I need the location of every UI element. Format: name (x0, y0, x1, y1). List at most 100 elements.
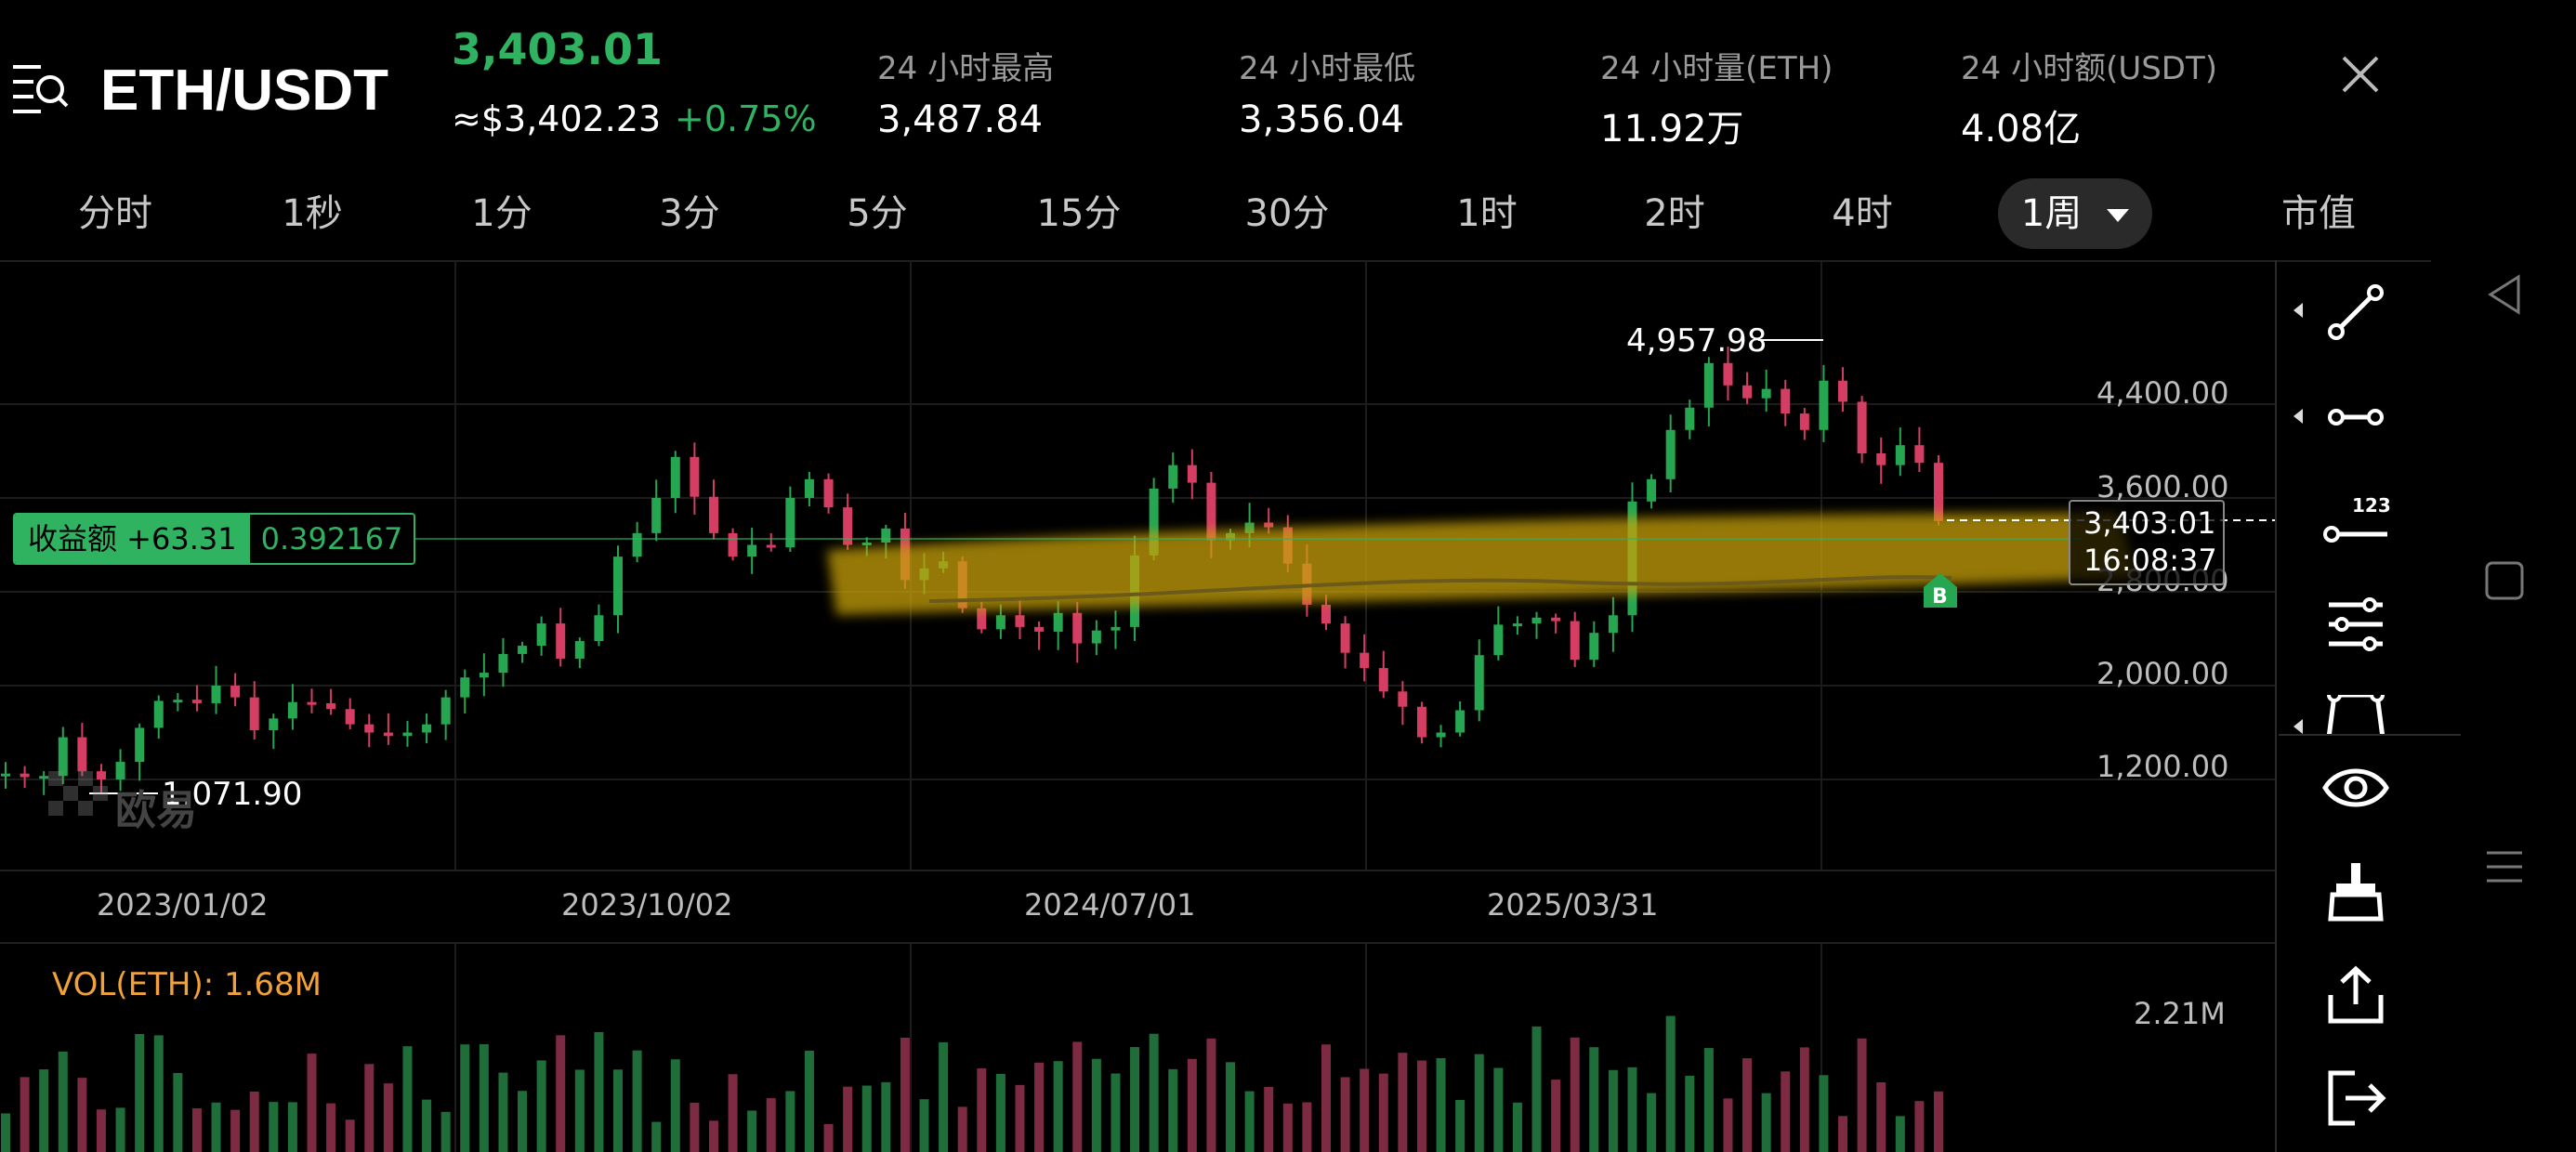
last-price: 3,403.01 (452, 24, 663, 74)
chart-grid (0, 262, 2275, 870)
volume-bar (1627, 1067, 1637, 1152)
tab-2h[interactable]: 2时 (1644, 192, 1705, 235)
current-price-value: 3,403.01 (2083, 505, 2216, 541)
tool-expand-icon-2[interactable] (2293, 409, 2303, 424)
tab-market-cap[interactable]: 市值 (2281, 192, 2356, 235)
eye-icon[interactable] (2314, 751, 2398, 825)
volume-bar (1781, 1071, 1791, 1152)
volume-bar (364, 1064, 375, 1152)
tab-4h[interactable]: 4时 (1832, 192, 1893, 235)
candle-body (1647, 478, 1657, 502)
path-tool-icon[interactable] (2314, 695, 2398, 734)
volume-bar (1761, 1093, 1771, 1152)
volume-bar (1302, 1102, 1312, 1152)
x-tick-2023-10: 2023/10/02 (561, 887, 733, 923)
volume-bar (307, 1054, 317, 1152)
tab-1s[interactable]: 1秒 (282, 192, 343, 235)
tab-1h[interactable]: 1时 (1456, 192, 1518, 235)
price-change: +0.75% (675, 98, 817, 139)
candle-body (383, 732, 393, 737)
candle-body (326, 702, 336, 710)
usd-price: ≈$3,402.23 (452, 98, 662, 139)
tab-5m[interactable]: 5分 (847, 192, 908, 235)
tab-30m[interactable]: 30分 (1244, 192, 1330, 235)
candle-body (1378, 668, 1388, 692)
recents-icon[interactable] (2472, 834, 2537, 899)
y-tick-1200: 1,200.00 (2096, 749, 2229, 784)
pnl-badge[interactable]: 收益额 +63.31 0.392167 (13, 513, 416, 565)
date-axis-divider-top (0, 870, 2275, 871)
candle-body (1493, 624, 1504, 656)
menu-search-icon[interactable] (11, 59, 71, 115)
candle-body (651, 498, 662, 533)
volume-bar (670, 1059, 680, 1152)
pair-title[interactable]: ETH/USDT (100, 59, 388, 123)
tab-1m[interactable]: 1分 (471, 192, 532, 235)
tab-1w[interactable]: 1周 (1998, 178, 2152, 249)
volume-bar (230, 1109, 241, 1152)
volume-bar (287, 1102, 297, 1152)
volume-bar (1512, 1102, 1522, 1152)
candle-body (287, 701, 297, 719)
exit-fullscreen-icon[interactable] (2314, 1061, 2398, 1135)
buy-marker-label: B (1932, 585, 1948, 609)
okx-logo-icon (48, 771, 108, 823)
volume-bar (135, 1034, 145, 1152)
volume-bar (422, 1099, 432, 1152)
candle-body (613, 556, 624, 616)
candle-body (1416, 706, 1426, 738)
tab-15m[interactable]: 15分 (1036, 192, 1122, 235)
tab-fenshi[interactable]: 分时 (78, 192, 152, 235)
volume-bar (1819, 1075, 1829, 1152)
volume-bar (1130, 1047, 1140, 1152)
candle-body (670, 456, 680, 498)
tool-expand-icon[interactable] (2293, 303, 2303, 318)
ray-line-icon[interactable] (2314, 379, 2398, 453)
candle-body (364, 724, 375, 733)
price-line-icon[interactable]: 123 (2314, 483, 2398, 557)
volume-bar (785, 1091, 795, 1152)
volume-bar (479, 1043, 489, 1152)
volume-bar (498, 1072, 508, 1152)
volume-bar (1685, 1075, 1695, 1152)
volume-bar (1416, 1060, 1426, 1152)
tool-expand-icon-3[interactable] (2293, 719, 2303, 734)
volume-bar (191, 1107, 202, 1152)
candle-body (747, 544, 757, 557)
volume-bar (39, 1069, 49, 1152)
candle-body (230, 686, 241, 698)
home-icon[interactable] (2472, 548, 2537, 613)
candle-body (785, 498, 795, 548)
candle-body (1360, 652, 1370, 669)
back-icon[interactable] (2472, 262, 2537, 327)
candle-body (1091, 630, 1101, 644)
candle-body (977, 608, 987, 630)
volume-bar (1321, 1044, 1331, 1152)
volume-bar (1857, 1038, 1867, 1152)
tab-3m[interactable]: 3分 (659, 192, 720, 235)
volume-bar (1264, 1086, 1274, 1152)
candle-body (1053, 612, 1063, 632)
candle-body (995, 615, 1005, 630)
candle-body (1819, 380, 1829, 430)
volume-bar (211, 1102, 221, 1152)
parallel-lines-icon[interactable] (2314, 587, 2398, 661)
volume-bar (1149, 1033, 1159, 1152)
share-icon[interactable] (2314, 957, 2398, 1031)
eraser-icon[interactable] (2314, 855, 2398, 929)
trend-line-icon[interactable] (2314, 275, 2398, 349)
pnl-quantity: 0.392167 (249, 515, 414, 563)
volume-bar (1206, 1038, 1216, 1152)
volume-bar (1282, 1103, 1293, 1152)
volume-bar (766, 1098, 776, 1152)
volume-bar (804, 1050, 814, 1152)
volume-bar (460, 1044, 470, 1152)
volume-bar (1570, 1037, 1580, 1152)
buy-marker-icon (1924, 573, 1957, 608)
volume-bar (1091, 1058, 1101, 1152)
candlestick-chart[interactable]: 4,957.98 1,071.90 B (0, 262, 2275, 870)
volume-bar (153, 1035, 164, 1152)
volume-bar (708, 1120, 718, 1152)
candle-body (1111, 626, 1121, 631)
close-icon[interactable] (2333, 46, 2388, 102)
